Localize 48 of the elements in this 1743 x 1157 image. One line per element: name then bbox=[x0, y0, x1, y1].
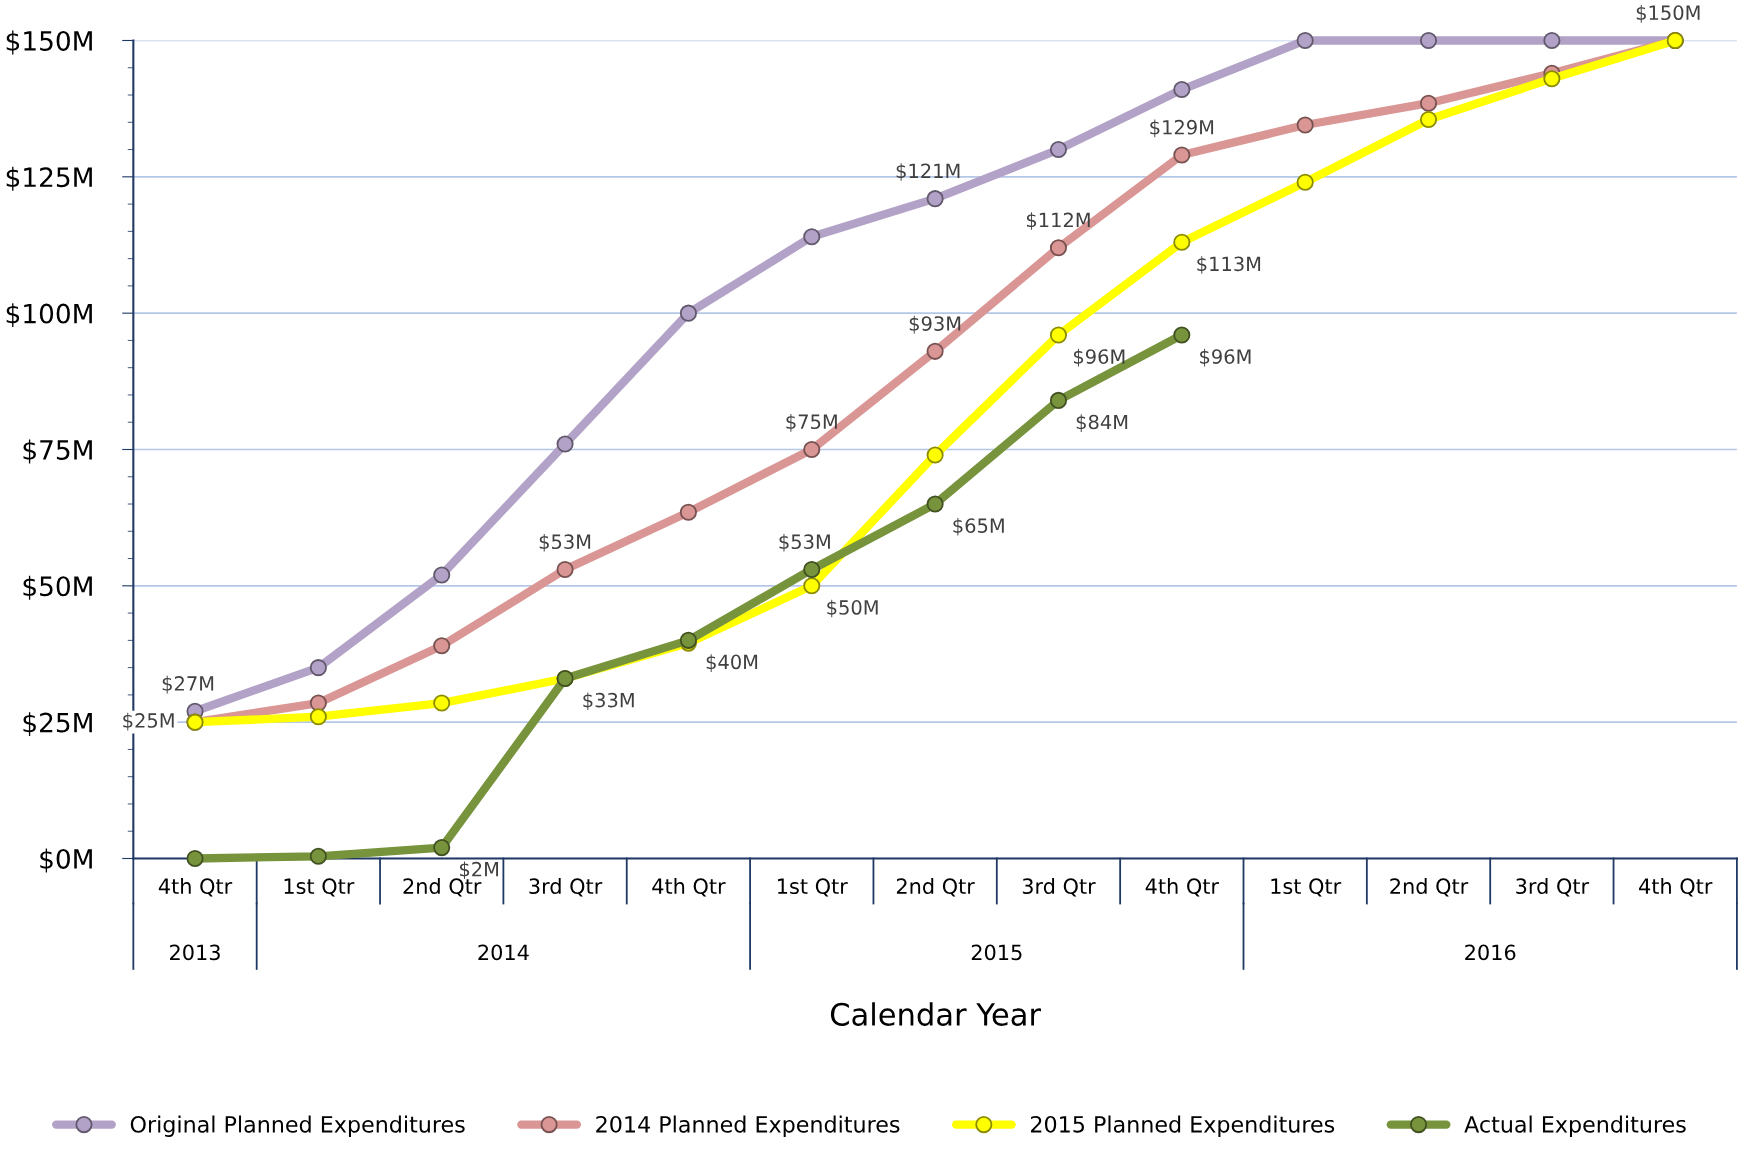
data-label: $129M bbox=[1150, 119, 1214, 138]
data-label: $33M bbox=[583, 692, 634, 711]
text: 2015 bbox=[971, 944, 1022, 961]
data-label: $65M bbox=[953, 517, 1004, 536]
x-tick-label: 3rd Qtr bbox=[1516, 877, 1590, 897]
text: 2016 bbox=[1465, 944, 1516, 961]
legend-label: 2015 Planned Expenditures bbox=[1031, 1115, 1335, 1137]
y-tick-label: $0M bbox=[40, 848, 92, 873]
y-tick-label: $25M bbox=[23, 712, 92, 737]
y-tick-label: $150M bbox=[6, 30, 92, 55]
y-tick-label: $100M bbox=[6, 303, 92, 328]
x-tick-label: 2nd Qtr bbox=[403, 877, 482, 897]
data-label: $150M bbox=[1636, 5, 1700, 23]
data-label: $40M bbox=[706, 654, 758, 672]
x-tick-label: 2nd Qtr bbox=[896, 877, 975, 897]
legend-label: Original Planned Expenditures bbox=[130, 1115, 465, 1137]
x-tick-label: 3rd Qtr bbox=[529, 877, 603, 897]
x-tick-label: 4th Qtr bbox=[1639, 877, 1713, 897]
data-label: $113M bbox=[1197, 256, 1261, 274]
x-tick-label: 1st Qtr bbox=[284, 878, 355, 897]
data-label: $50M bbox=[827, 599, 878, 618]
x-tick-label: 4th Qtr bbox=[652, 877, 726, 897]
x-tick-label: 4th Qtr bbox=[158, 877, 233, 897]
y-tick-label: $50M bbox=[23, 575, 92, 600]
legend-label: Actual Expenditures bbox=[1464, 1115, 1686, 1137]
y-tick-label: $125M bbox=[6, 166, 92, 191]
x-tick-label: 4th Qtr bbox=[1145, 877, 1220, 897]
data-label: $2M bbox=[460, 861, 498, 880]
data-label: $75M bbox=[786, 414, 837, 432]
text: 2014 bbox=[478, 944, 529, 961]
x-tick-label: 1st Qtr bbox=[778, 878, 848, 897]
legend-label: 2014 Planned Expenditures bbox=[596, 1115, 900, 1137]
x-tick-label: 1st Qtr bbox=[1271, 878, 1342, 897]
x-tick-label: 2nd Qtr bbox=[1390, 877, 1469, 897]
y-tick-label: $75M bbox=[23, 439, 92, 464]
data-label: $93M bbox=[909, 315, 961, 334]
data-label: $121M bbox=[896, 163, 960, 181]
data-label: $96M bbox=[1200, 348, 1251, 367]
data-label: $84M bbox=[1076, 414, 1128, 432]
data-label: $53M bbox=[539, 533, 591, 552]
text: 2013 bbox=[170, 944, 220, 961]
data-label: $112M bbox=[1026, 212, 1090, 230]
x-axis-title: Calendar Year bbox=[830, 1002, 1042, 1026]
data-label: $53M bbox=[779, 533, 830, 552]
x-tick-label: 3rd Qtr bbox=[1022, 877, 1096, 897]
data-label: $96M bbox=[1073, 348, 1125, 367]
data-label: $27M bbox=[162, 675, 214, 694]
data-label: $25M bbox=[123, 712, 174, 731]
